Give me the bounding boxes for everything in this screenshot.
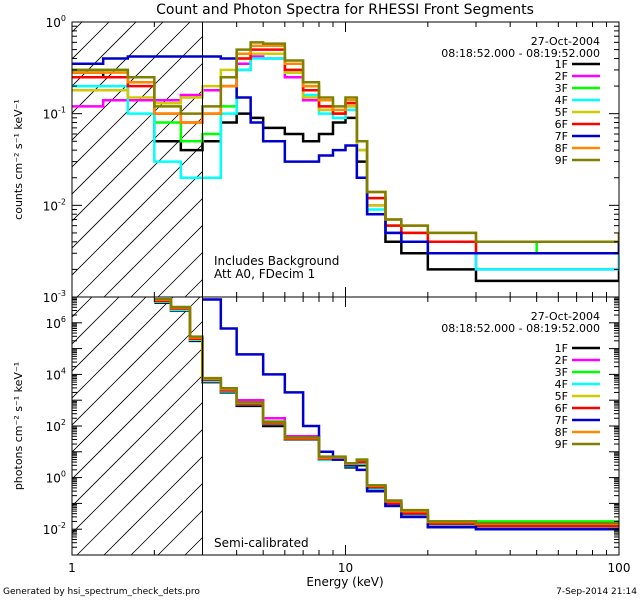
y-tick-exponent: 0 [61,14,66,23]
legend-label-1F: 1F [555,58,568,71]
y-tick-label: 10-1 [43,106,66,122]
panel-time-range: 08:18:52.000 - 08:19:52.000 [441,322,600,335]
annotation: Semi-calibrated [214,536,309,550]
y-tick-label: 100 [46,14,66,30]
legend-label-4F: 4F [555,378,568,391]
y-tick-base: 10 [43,108,58,122]
legend-label-1F: 1F [555,342,568,355]
y-tick-exponent: 2 [61,418,66,427]
y-tick-base: 10 [46,317,61,331]
legend-label-4F: 4F [555,94,568,107]
hatch-line [72,297,228,453]
legend-label-2F: 2F [555,70,568,83]
y-tick-base: 10 [43,199,58,213]
legend-label-3F: 3F [555,366,568,379]
legend-label-6F: 6F [555,402,568,415]
y-tick-label: 10-2 [43,197,66,213]
y-tick-exponent: 6 [61,315,66,324]
hatch-line [72,297,120,345]
y-tick-label: 10-3 [43,289,66,305]
panel-date: 27-Oct-2004 [531,35,600,48]
chart-title: Count and Photon Spectra for RHESSI Fron… [156,2,534,18]
legend-label-8F: 8F [555,142,568,155]
footer-generated-by: Generated by hsi_spectrum_check_dets.pro [3,587,200,597]
y-axis-label: counts cm⁻² s⁻¹ keV⁻¹ [12,99,25,220]
hatch-region [0,22,619,297]
x-tick-label: 100 [608,561,631,575]
hatch-mask [202,22,619,297]
annotation: Includes Background [214,254,339,268]
hatch-line [72,297,147,372]
hatch-line [72,297,201,426]
hatch-line [72,22,191,141]
legend-label-7F: 7F [555,130,568,143]
y-tick-label: 102 [46,418,66,434]
y-tick-exponent: 4 [61,366,66,375]
hatch-line [0,22,55,297]
y-tick-exponent: -2 [58,521,66,530]
hatch-line [0,22,1,297]
hatch-line [72,297,174,399]
y-tick-exponent: 0 [61,470,66,479]
y-tick-base: 10 [43,523,58,537]
hatch-line [72,22,164,114]
legend-label-5F: 5F [555,390,568,403]
annotation: Att A0, FDecim 1 [214,267,315,281]
legend-label-3F: 3F [555,82,568,95]
hatch-line [72,22,218,168]
legend-label-7F: 7F [555,414,568,427]
y-tick-label: 100 [46,470,66,486]
legend-label-9F: 9F [555,438,568,451]
footer-date: 7-Sep-2014 21:14 [556,587,637,597]
x-tick-label: 10 [338,561,353,575]
legend-label-2F: 2F [555,354,568,367]
y-tick-exponent: -3 [58,289,66,298]
y-tick-exponent: -2 [58,197,66,206]
legend-label-5F: 5F [555,106,568,119]
y-tick-label: 10-2 [43,521,66,537]
y-tick-base: 10 [46,420,61,434]
x-axis-label: Energy (keV) [306,575,383,589]
panel-time-range: 08:18:52.000 - 08:19:52.000 [441,47,600,60]
legend-label-9F: 9F [555,154,568,167]
y-tick-base: 10 [46,368,61,382]
y-tick-base: 10 [46,16,61,30]
series-line-7F [72,55,619,255]
legend-label-6F: 6F [555,118,568,131]
legend-label-8F: 8F [555,426,568,439]
y-axis-label: photons cm⁻² s⁻¹ keV⁻¹ [12,362,25,490]
y-tick-label: 104 [46,366,66,382]
hatch-line [72,22,245,195]
series-line-1F [72,71,619,283]
y-tick-base: 10 [43,291,58,305]
panel-date: 27-Oct-2004 [531,310,600,323]
y-tick-label: 106 [46,315,66,331]
y-tick-exponent: -1 [58,106,66,115]
series-layer [72,41,619,283]
y-tick-base: 10 [46,472,61,486]
series-line-9F [72,41,619,244]
hatch-line [0,297,11,555]
hatch-line [72,22,137,87]
x-tick-label: 1 [68,561,76,575]
